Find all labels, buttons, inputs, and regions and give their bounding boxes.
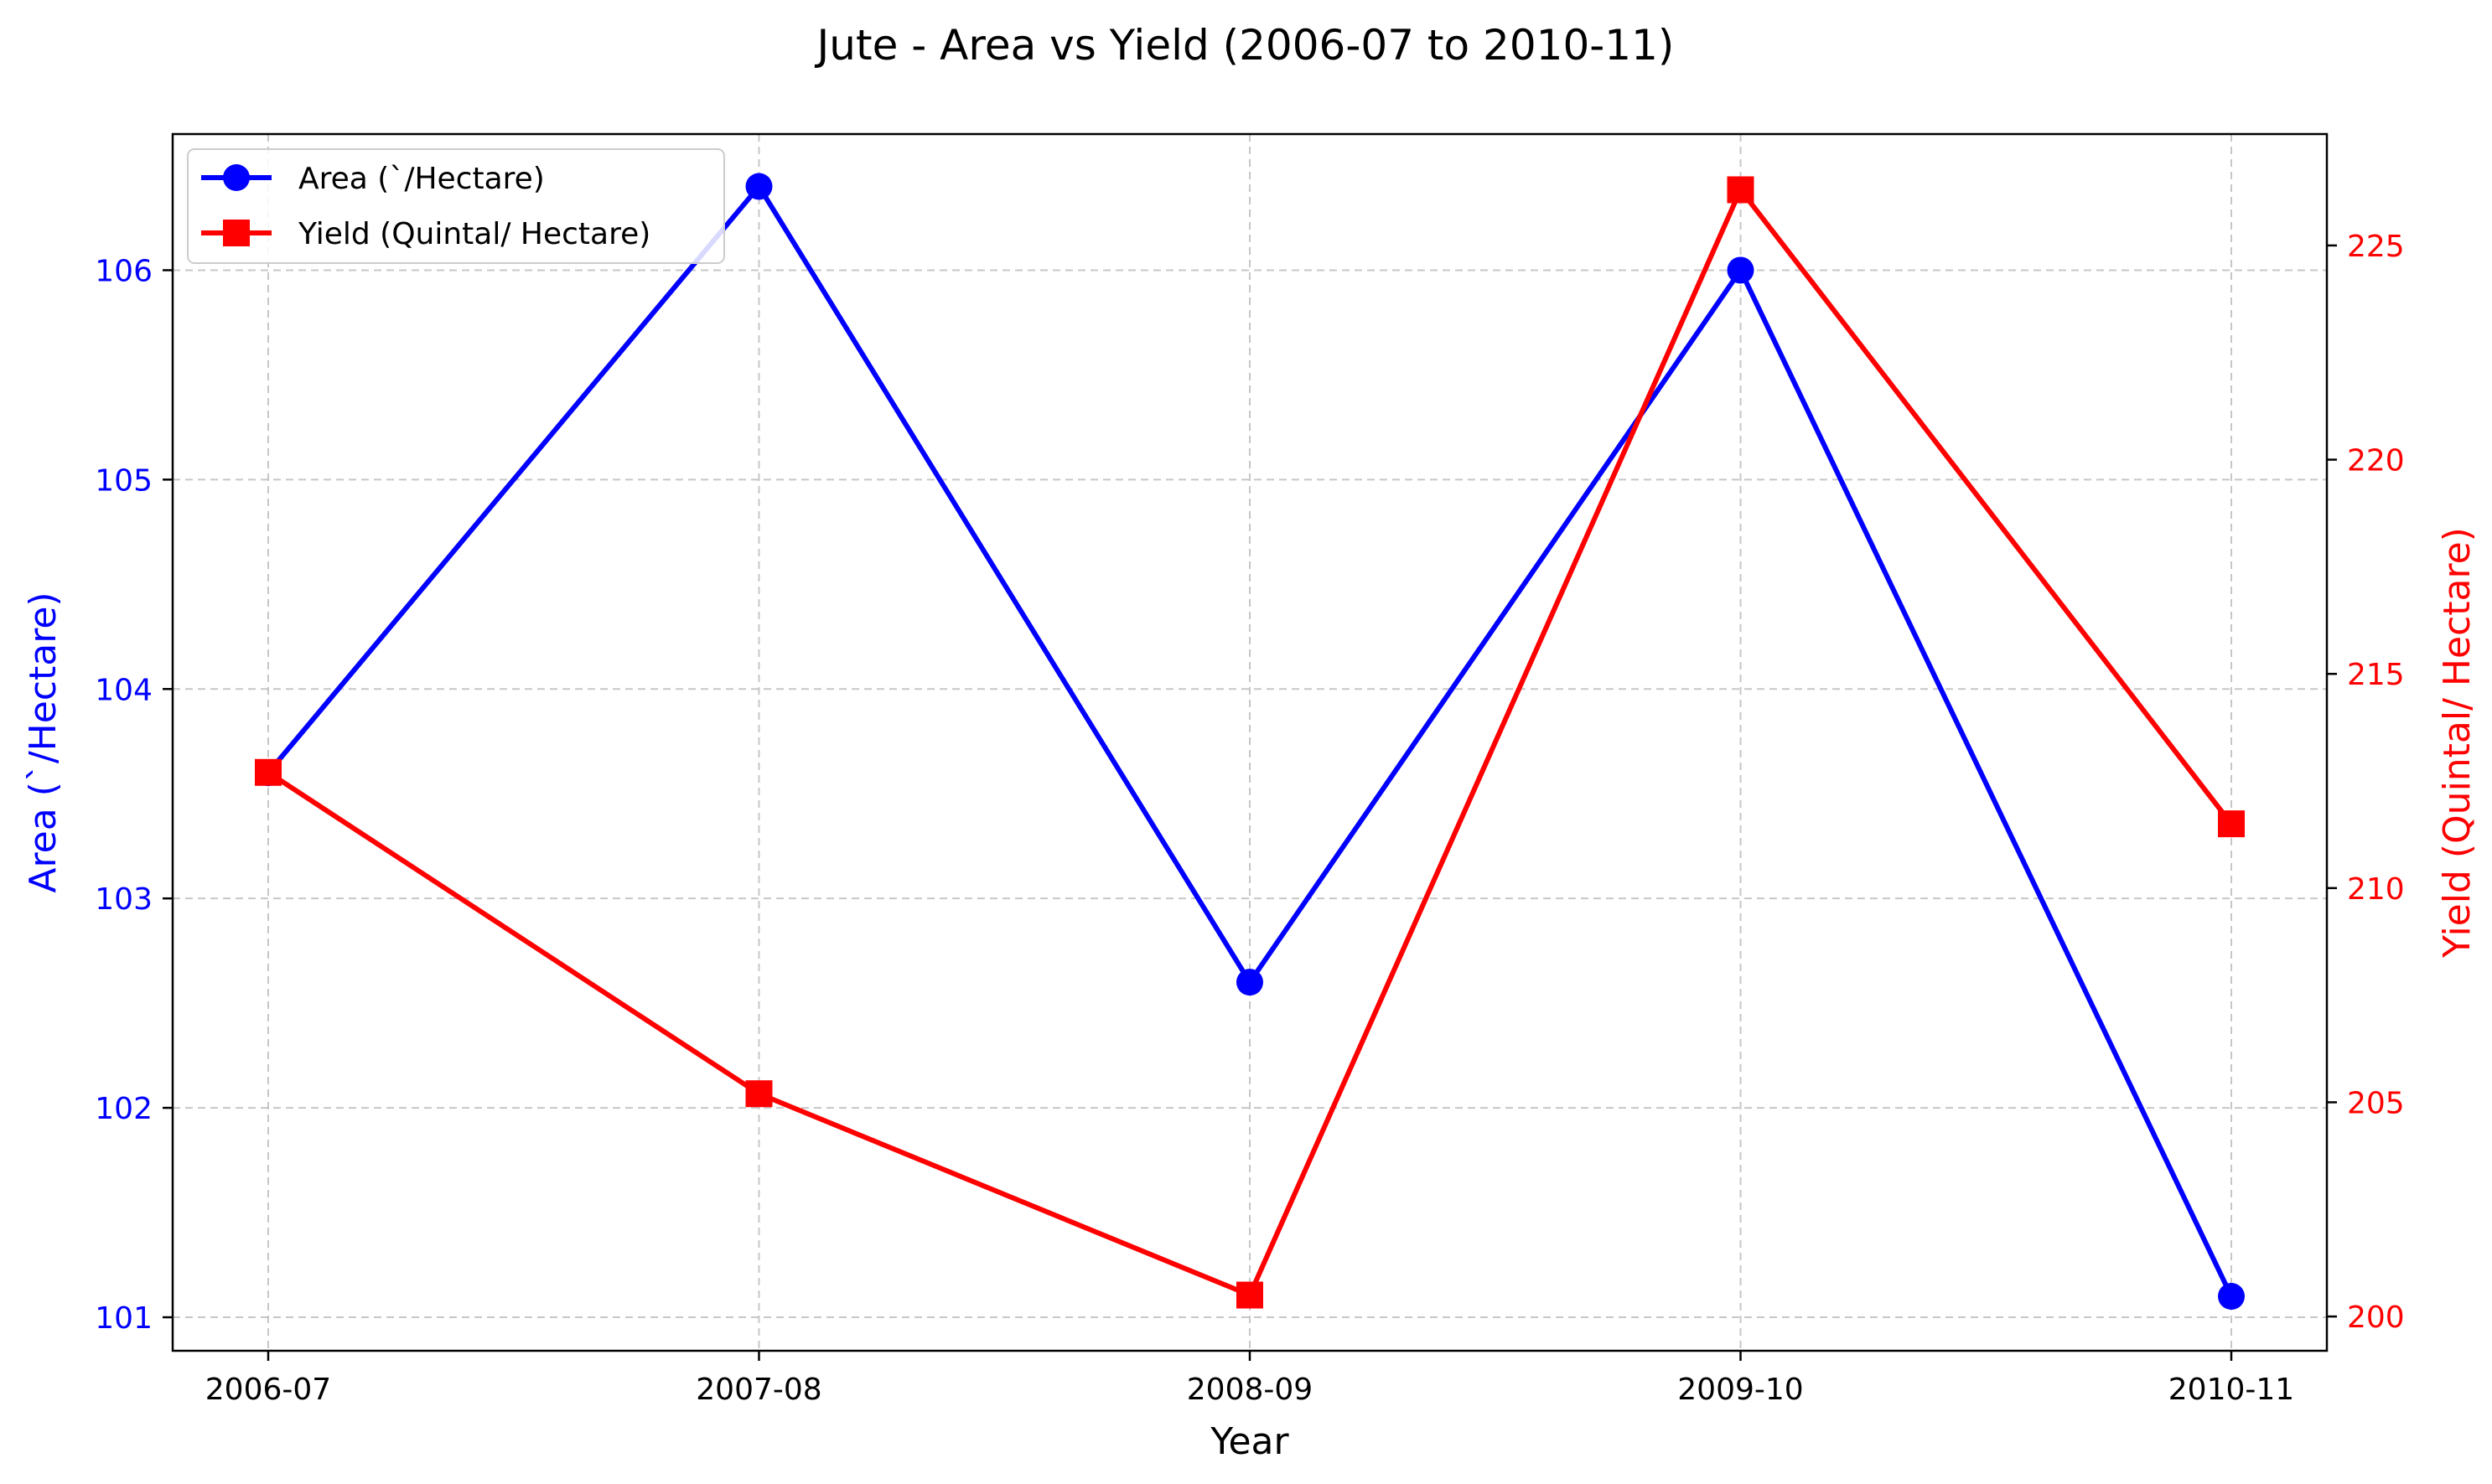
y-left-axis-label: Area (`/Hectare) (22, 592, 65, 892)
legend-marker-circle (223, 164, 250, 191)
axes: 2006-07 2007-08 2008-09 2009-10 2010-11 101 10… (95, 230, 2404, 1407)
y-right-tick-label: 215 (2347, 658, 2405, 692)
y-left-tick-label: 102 (95, 1092, 153, 1126)
y-left-tick-label: 104 (95, 673, 153, 707)
y-left-tick-label: 105 (95, 463, 153, 498)
legend-label: Yield (Quintal/ Hectare) (298, 217, 650, 251)
x-tick-label: 2010-11 (2168, 1373, 2294, 1407)
x-axis-label: Year (1210, 1420, 1289, 1463)
legend-label: Area (`/Hectare) (298, 162, 545, 196)
y-right-tick-label: 200 (2347, 1300, 2405, 1335)
data-point-circle (1727, 256, 1754, 284)
y-right-tick-label: 225 (2347, 230, 2405, 264)
x-tick-label: 2009-10 (1677, 1373, 1803, 1407)
y-right-tick-label: 220 (2347, 444, 2405, 478)
chart-title: Jute - Area vs Yield (2006-07 to 2010-11… (815, 21, 1675, 70)
legend-marker-square (223, 220, 250, 246)
data-point-circle (2218, 1283, 2245, 1311)
data-point-square (1727, 176, 1754, 204)
y-left-tick-label: 101 (95, 1301, 153, 1336)
data-point-square (2218, 810, 2245, 838)
y-right-axis-label: Yield (Quintal/ Hectare) (2436, 527, 2479, 959)
series-layer (255, 173, 2245, 1311)
y-left-tick-label: 106 (95, 254, 153, 288)
legend-box (187, 148, 725, 264)
x-tick-label: 2007-08 (696, 1373, 821, 1407)
data-point-circle (1236, 969, 1263, 996)
x-tick-label: 2006-07 (205, 1373, 331, 1407)
x-tick-label: 2008-09 (1187, 1373, 1313, 1407)
data-point-square (1236, 1281, 1263, 1309)
data-point-square (745, 1080, 773, 1108)
data-point-circle (745, 173, 773, 200)
y-right-tick-label: 205 (2347, 1086, 2405, 1120)
legend: Area (`/Hectare) Yield (Quintal/ Hectare) (187, 148, 725, 264)
grid (173, 134, 2327, 1351)
y-left-tick-label: 103 (95, 882, 153, 917)
y-right-tick-label: 210 (2347, 872, 2405, 907)
data-point-square (255, 758, 282, 786)
